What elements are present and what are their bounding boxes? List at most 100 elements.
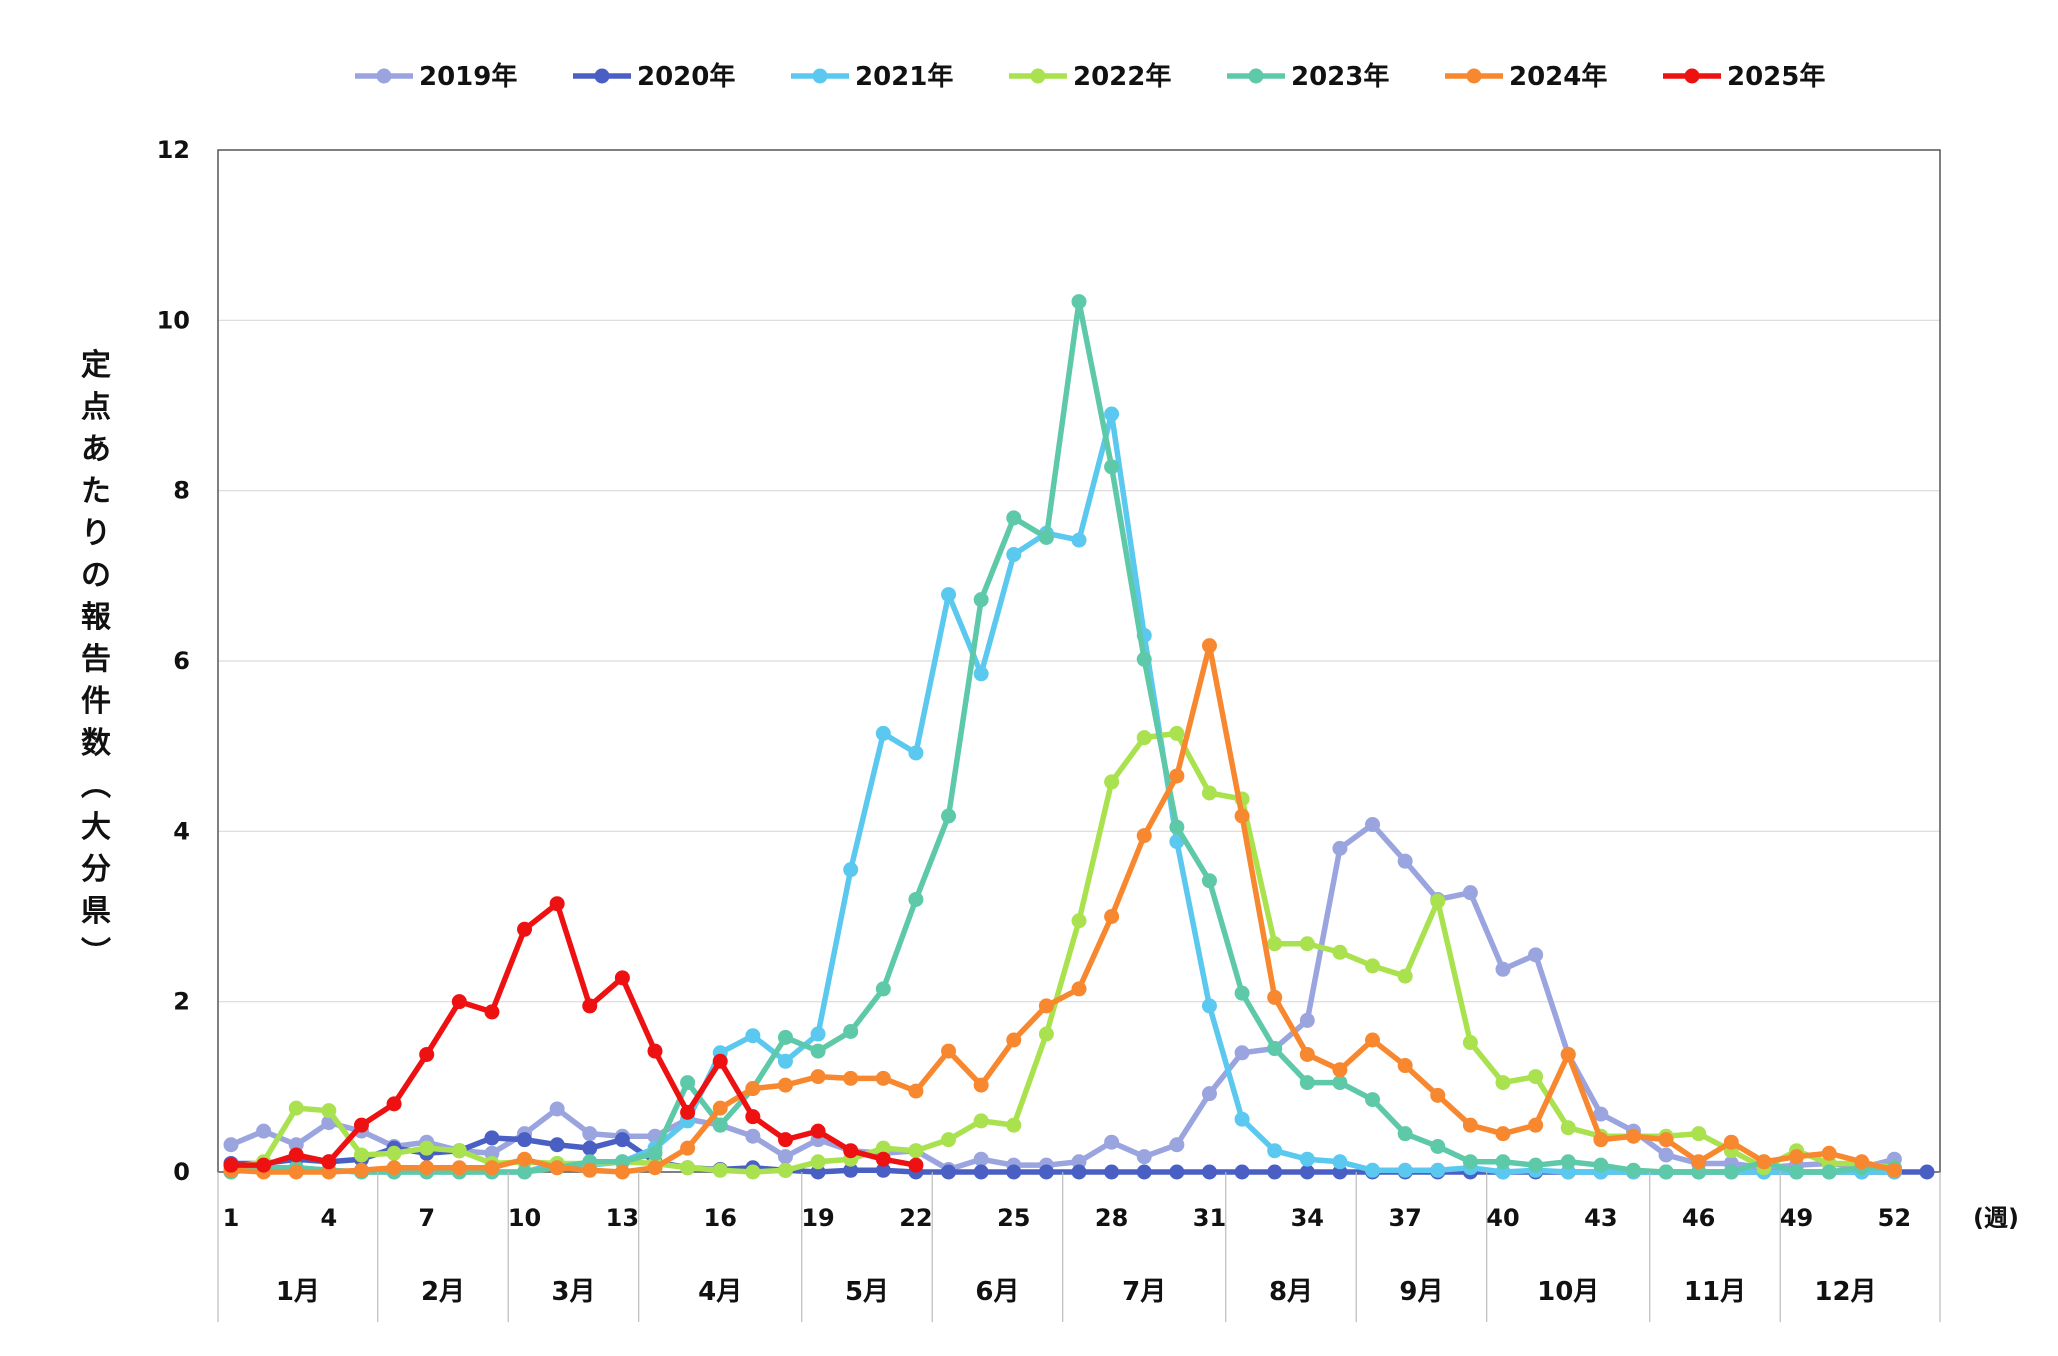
data-point bbox=[1038, 1164, 1054, 1180]
legend-label: 2021年 bbox=[855, 61, 953, 92]
month-label: 12月 bbox=[1814, 1277, 1876, 1307]
x-tick-label: 52 bbox=[1878, 1204, 1911, 1232]
data-point bbox=[321, 1103, 337, 1119]
legend-label: 2022年 bbox=[1073, 61, 1171, 92]
series-2022年 bbox=[223, 725, 1902, 1180]
data-point bbox=[1006, 1032, 1022, 1048]
data-point bbox=[1136, 828, 1152, 844]
data-point bbox=[973, 1077, 989, 1093]
series-line bbox=[231, 900, 917, 1168]
data-point bbox=[1169, 768, 1185, 784]
data-point bbox=[1136, 1164, 1152, 1180]
data-point bbox=[908, 745, 924, 761]
data-point bbox=[353, 1117, 369, 1133]
data-point bbox=[1430, 893, 1446, 909]
data-point bbox=[614, 1132, 630, 1148]
y-tick-label: 4 bbox=[173, 817, 190, 845]
data-point bbox=[1397, 1126, 1413, 1142]
data-point bbox=[1136, 1149, 1152, 1165]
data-point bbox=[1723, 1164, 1739, 1180]
data-point bbox=[1234, 1111, 1250, 1127]
data-point bbox=[549, 1137, 565, 1153]
data-point bbox=[1299, 1151, 1315, 1167]
data-point bbox=[1560, 1120, 1576, 1136]
data-point bbox=[419, 1140, 435, 1156]
x-tick-label: 4 bbox=[320, 1204, 337, 1232]
data-point bbox=[712, 1117, 728, 1133]
data-point bbox=[419, 1046, 435, 1062]
data-point bbox=[1332, 1154, 1348, 1170]
data-point bbox=[1919, 1164, 1935, 1180]
data-point bbox=[1201, 998, 1217, 1014]
data-point bbox=[1593, 1132, 1609, 1148]
legend-label: 2020年 bbox=[637, 61, 735, 92]
data-point bbox=[875, 981, 891, 997]
data-point bbox=[582, 1162, 598, 1178]
data-point bbox=[1462, 1154, 1478, 1170]
y-axis-ticks: 0 2 4 6 8 10 12 bbox=[157, 136, 190, 1186]
data-point bbox=[1136, 651, 1152, 667]
data-point bbox=[1169, 1137, 1185, 1153]
x-axis-label: (週) bbox=[1973, 1204, 2019, 1232]
data-point bbox=[810, 1026, 826, 1042]
data-point bbox=[875, 1140, 891, 1156]
month-label: 2月 bbox=[421, 1277, 465, 1307]
legend-item: 2022年 bbox=[1009, 61, 1171, 92]
series-2025年 bbox=[223, 896, 924, 1173]
series-line bbox=[230, 730, 1895, 1175]
data-point bbox=[1006, 1164, 1022, 1180]
legend-label: 2023年 bbox=[1291, 61, 1389, 92]
data-point bbox=[908, 891, 924, 907]
x-tick-label: 22 bbox=[899, 1204, 932, 1232]
data-point bbox=[1691, 1154, 1707, 1170]
data-point bbox=[1201, 873, 1217, 889]
x-axis: 1 4 7 10 13 16 19 22 25 28 31 34 37 40 43 46 49 52 1月 2月 3月 4… bbox=[217, 1172, 1941, 1322]
legend-label: 2025年 bbox=[1727, 61, 1825, 92]
data-point bbox=[1267, 989, 1283, 1005]
y-tick-label: 10 bbox=[157, 306, 190, 334]
data-point bbox=[1104, 459, 1120, 475]
data-point bbox=[288, 1164, 304, 1180]
data-point bbox=[1071, 913, 1087, 929]
data-point bbox=[1299, 1046, 1315, 1062]
data-point bbox=[1430, 1138, 1446, 1154]
data-point bbox=[1397, 1162, 1413, 1178]
x-tick-label: 46 bbox=[1682, 1204, 1715, 1232]
data-point bbox=[1006, 510, 1022, 526]
data-point bbox=[1299, 1164, 1315, 1180]
data-point bbox=[1528, 1157, 1544, 1173]
gridlines bbox=[218, 319, 1940, 1003]
data-point bbox=[1886, 1162, 1902, 1178]
x-tick-label: 19 bbox=[801, 1204, 834, 1232]
data-point bbox=[1593, 1157, 1609, 1173]
data-point bbox=[875, 1070, 891, 1086]
data-point bbox=[843, 1162, 859, 1178]
data-point bbox=[973, 1164, 989, 1180]
data-point bbox=[1234, 808, 1250, 824]
month-label: 11月 bbox=[1684, 1277, 1746, 1307]
data-point bbox=[1201, 1086, 1217, 1102]
data-point bbox=[549, 1101, 565, 1117]
data-point bbox=[745, 1028, 761, 1044]
legend-item: 2024年 bbox=[1445, 61, 1607, 92]
data-point bbox=[256, 1157, 272, 1173]
data-point bbox=[1462, 885, 1478, 901]
data-point bbox=[1789, 1164, 1805, 1180]
y-tick-label: 2 bbox=[173, 988, 190, 1016]
data-point bbox=[1071, 1164, 1087, 1180]
data-point bbox=[1723, 1134, 1739, 1150]
data-point bbox=[1104, 1134, 1120, 1150]
data-point bbox=[777, 1053, 793, 1069]
data-point bbox=[680, 1140, 696, 1156]
data-point bbox=[1495, 961, 1511, 977]
data-point bbox=[1234, 985, 1250, 1001]
data-point bbox=[1560, 1046, 1576, 1062]
data-point bbox=[1560, 1154, 1576, 1170]
series-line bbox=[230, 642, 1896, 1175]
data-point bbox=[353, 1162, 369, 1178]
data-point bbox=[614, 1164, 630, 1180]
series-2021年 bbox=[223, 406, 1902, 1180]
data-point bbox=[484, 1160, 500, 1176]
x-tick-label: 37 bbox=[1388, 1204, 1421, 1232]
data-point bbox=[1071, 532, 1087, 548]
